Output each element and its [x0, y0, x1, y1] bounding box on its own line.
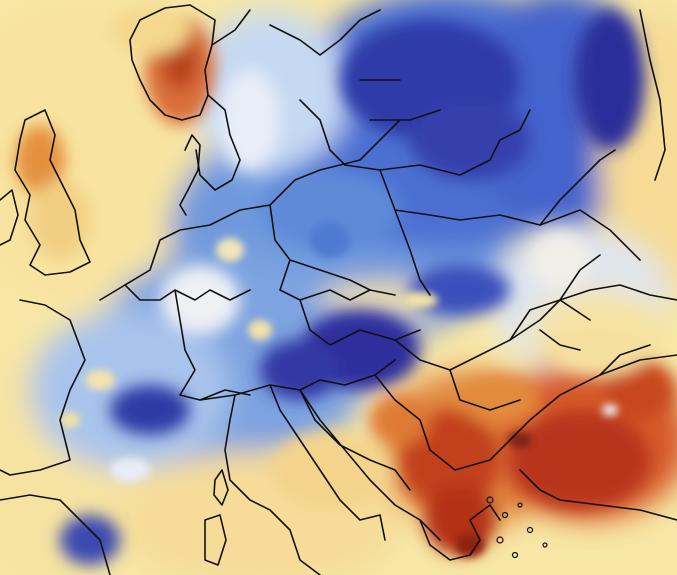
border-hungary-romania [394, 299, 591, 371]
border-czech-austria [289, 259, 421, 346]
ireland-coastline [0, 189, 19, 246]
border-greece-turkey [429, 354, 677, 471]
aegean-islands [486, 496, 548, 559]
border-ukraine-south [509, 254, 601, 341]
black-sea-coast [539, 284, 677, 376]
denmark-coastline [179, 134, 201, 216]
britain-coastline [14, 109, 91, 276]
border-alps [199, 359, 396, 401]
baltic-coast [269, 9, 381, 166]
border-russia [489, 109, 616, 226]
border-poland-east [379, 169, 431, 296]
border-finland [639, 9, 666, 181]
iberia-coast [0, 494, 111, 575]
border-france-germany [174, 289, 251, 401]
anomaly-detail-layer [15, 5, 675, 565]
north-coast [99, 119, 401, 301]
corsica-outline [213, 469, 229, 506]
turkey-coastline [519, 469, 677, 521]
border-benelux [124, 284, 251, 301]
border-balkans [299, 369, 521, 491]
sardinia-outline [204, 514, 227, 566]
italy-coastline [224, 384, 386, 575]
border-belarus-ukraine [394, 209, 641, 261]
greece-coastline [419, 504, 501, 561]
border-baltic-states [344, 79, 491, 176]
border-lines [0, 4, 677, 575]
france-coastline [0, 299, 86, 476]
sweden-coastline [195, 9, 251, 191]
anomaly-speckle-layer [60, 222, 618, 557]
